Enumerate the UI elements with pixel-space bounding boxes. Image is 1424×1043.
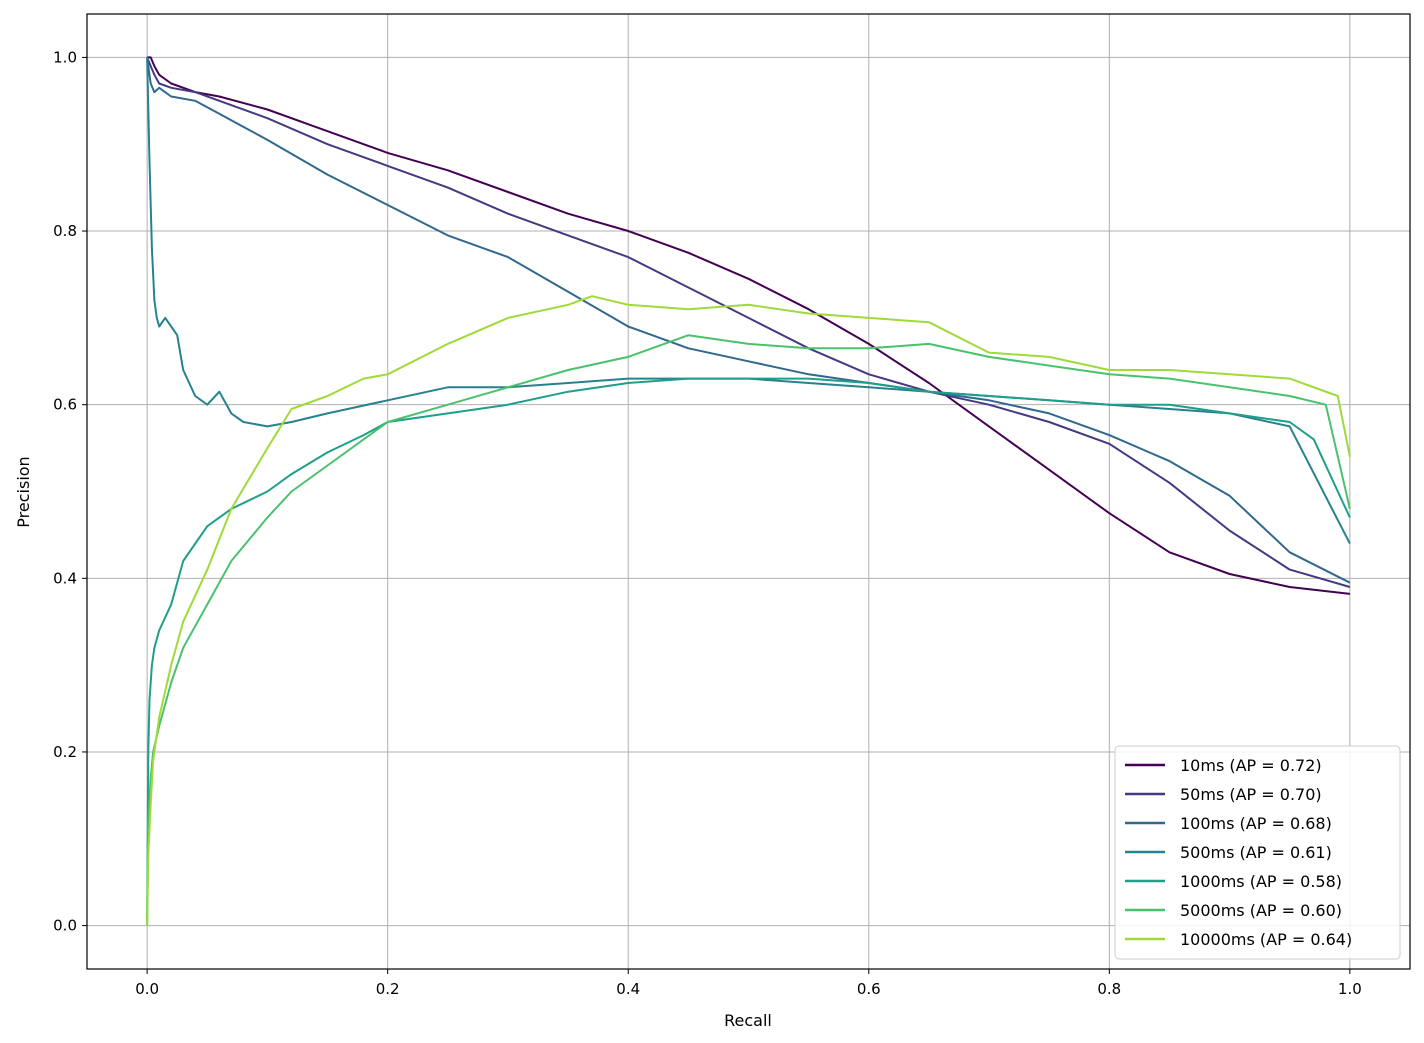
y-axis-label: Precision <box>14 456 33 527</box>
legend-label: 10ms (AP = 0.72) <box>1180 756 1322 775</box>
legend-label: 500ms (AP = 0.61) <box>1180 843 1332 862</box>
series-line-4 <box>146 377 1351 926</box>
series-layer <box>146 56 1351 926</box>
y-tick-label: 0.0 <box>53 917 77 935</box>
x-tick-label: 0.4 <box>616 980 640 998</box>
legend-label: 50ms (AP = 0.70) <box>1180 785 1322 804</box>
series-line-1 <box>146 57 1351 588</box>
series-line-2 <box>146 57 1351 584</box>
x-axis-label: Recall <box>724 1011 772 1030</box>
legend-label: 100ms (AP = 0.68) <box>1180 814 1332 833</box>
legend: 10ms (AP = 0.72) 50ms (AP = 0.70) 100ms (A… <box>1114 745 1401 960</box>
series-line-0 <box>147 56 1351 595</box>
ticks: 0.0 0.2 0.4 0.6 0.8 1.0 0.0 0.2 0.4 0.6 0.8 1.0 <box>53 48 1362 998</box>
y-tick-label: 0.2 <box>53 743 77 761</box>
legend-box <box>1114 745 1401 960</box>
legend-label: 1000ms (AP = 0.58) <box>1180 872 1342 891</box>
y-tick-label: 0.6 <box>53 396 77 414</box>
x-tick-label: 0.8 <box>1097 980 1121 998</box>
x-tick-label: 0.2 <box>376 980 400 998</box>
legend-label: 5000ms (AP = 0.60) <box>1180 901 1342 920</box>
y-tick-label: 0.8 <box>53 222 77 240</box>
series-line-5 <box>146 334 1351 926</box>
legend-label: 10000ms (AP = 0.64) <box>1180 930 1352 949</box>
y-tick-label: 0.4 <box>53 569 77 587</box>
series-line-6 <box>146 295 1351 926</box>
x-tick-label: 0.6 <box>857 980 881 998</box>
x-tick-label: 0.0 <box>135 980 159 998</box>
y-tick-label: 1.0 <box>53 48 77 66</box>
x-tick-label: 1.0 <box>1338 980 1362 998</box>
grid-lines <box>87 14 1410 969</box>
plot-frame <box>86 13 1411 970</box>
